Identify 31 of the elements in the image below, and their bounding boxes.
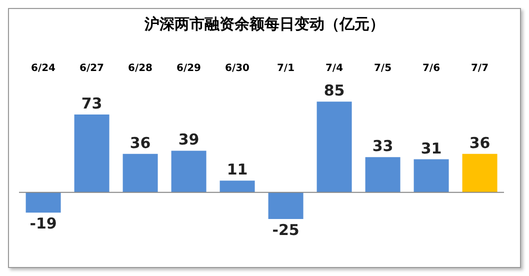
bar <box>462 154 498 192</box>
bar <box>316 102 352 192</box>
data-label: -25 <box>272 221 300 239</box>
data-label: 85 <box>324 82 345 100</box>
bar <box>74 114 110 192</box>
x-tick-label: 6/27 <box>79 63 104 74</box>
data-label: 11 <box>226 160 248 179</box>
bar <box>220 180 255 192</box>
x-tick-label: 7/7 <box>470 63 489 74</box>
bar <box>414 159 449 192</box>
x-tick-label: 6/28 <box>128 63 153 74</box>
x-tick-label: 7/5 <box>374 63 392 74</box>
data-label: 36 <box>469 134 490 152</box>
bar <box>171 150 206 192</box>
x-tick-label: 7/4 <box>325 63 344 74</box>
x-tick-label: 6/24 <box>30 63 56 74</box>
bar <box>365 157 400 192</box>
x-tick-label: 6/29 <box>176 63 202 74</box>
x-tick-label: 7/6 <box>422 63 440 74</box>
data-label: 36 <box>130 134 151 152</box>
data-label: 73 <box>81 94 102 112</box>
data-label: 31 <box>420 139 442 158</box>
x-tick-label: 7/1 <box>276 63 295 74</box>
data-label: 33 <box>372 137 394 156</box>
bar <box>26 192 61 213</box>
data-label: -19 <box>30 214 57 233</box>
x-tick-label: 6/30 <box>224 63 250 74</box>
bar <box>268 192 304 219</box>
data-label: 39 <box>178 130 200 149</box>
bar <box>122 154 158 192</box>
chart-title: 沪深两市融资余额每日变动（亿元） <box>144 15 386 35</box>
